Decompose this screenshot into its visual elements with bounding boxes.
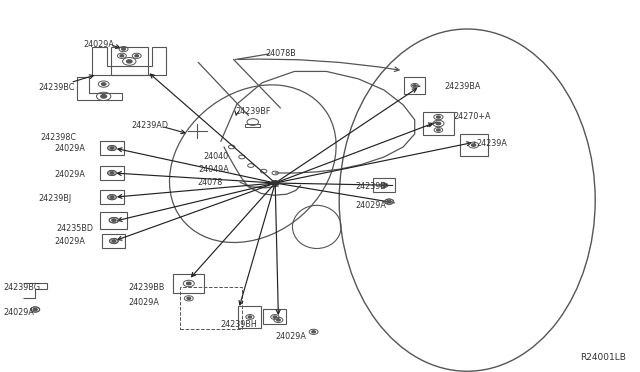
Text: 24078: 24078 — [197, 178, 222, 187]
Bar — [100, 212, 127, 228]
Circle shape — [135, 55, 138, 57]
Circle shape — [312, 331, 316, 333]
Text: 24239AD: 24239AD — [131, 121, 168, 130]
Text: 24029A: 24029A — [54, 237, 85, 246]
Text: 24239BG: 24239BG — [3, 283, 40, 292]
Circle shape — [120, 55, 124, 57]
Circle shape — [472, 144, 476, 146]
Text: 24029A: 24029A — [54, 144, 85, 153]
Bar — [111, 47, 148, 75]
Bar — [102, 234, 125, 248]
Text: 24235BD: 24235BD — [56, 224, 93, 232]
Text: 24029A: 24029A — [83, 40, 114, 49]
Text: 24239BF: 24239BF — [236, 107, 271, 116]
Text: 24270+A: 24270+A — [453, 112, 491, 121]
Bar — [173, 274, 204, 293]
Text: R24001LB: R24001LB — [580, 353, 626, 362]
Circle shape — [112, 219, 116, 221]
Circle shape — [413, 85, 416, 86]
Circle shape — [110, 147, 114, 149]
Text: 24239BC: 24239BC — [38, 83, 75, 92]
Text: 24029A: 24029A — [54, 170, 85, 179]
Circle shape — [33, 308, 37, 311]
Bar — [423, 112, 454, 135]
Bar — [404, 77, 425, 94]
Text: 24029A: 24029A — [128, 298, 159, 307]
Text: 24029A: 24029A — [275, 332, 306, 341]
Circle shape — [110, 172, 114, 174]
Bar — [239, 306, 261, 328]
Circle shape — [436, 116, 440, 118]
Text: 24029A: 24029A — [355, 201, 386, 210]
Circle shape — [101, 95, 106, 98]
Bar — [100, 166, 124, 180]
Text: 24239BJ: 24239BJ — [38, 194, 72, 203]
Bar — [100, 141, 124, 155]
Bar — [264, 310, 286, 324]
Text: 24239BH: 24239BH — [221, 320, 257, 329]
Circle shape — [436, 129, 440, 131]
Text: 24078B: 24078B — [266, 49, 296, 58]
Circle shape — [112, 240, 116, 242]
Circle shape — [110, 147, 114, 149]
Circle shape — [110, 172, 114, 174]
Circle shape — [112, 240, 116, 242]
Circle shape — [110, 196, 114, 198]
Text: 24029A: 24029A — [3, 308, 34, 317]
Bar — [180, 287, 242, 329]
Text: 24239A: 24239A — [477, 139, 508, 148]
Bar — [373, 178, 395, 192]
Bar — [245, 124, 260, 127]
Text: 24239BB: 24239BB — [128, 283, 164, 292]
Circle shape — [187, 297, 191, 299]
Circle shape — [387, 201, 391, 203]
Text: 24049A: 24049A — [198, 165, 229, 174]
Circle shape — [273, 316, 276, 318]
Circle shape — [387, 201, 391, 203]
Bar — [100, 190, 124, 204]
Circle shape — [248, 316, 252, 318]
Circle shape — [33, 308, 37, 311]
Circle shape — [276, 319, 280, 321]
Circle shape — [112, 219, 116, 221]
Circle shape — [110, 196, 114, 198]
Text: 24239BA: 24239BA — [445, 82, 481, 91]
Circle shape — [271, 181, 279, 185]
Circle shape — [187, 282, 191, 285]
Text: 24239B: 24239B — [355, 182, 386, 191]
Bar — [460, 134, 488, 156]
Circle shape — [436, 122, 440, 125]
Circle shape — [102, 83, 106, 85]
Circle shape — [122, 48, 125, 50]
Circle shape — [383, 185, 385, 186]
Circle shape — [127, 60, 132, 63]
Text: 242398C: 242398C — [40, 133, 76, 142]
Text: 24040: 24040 — [204, 153, 228, 161]
